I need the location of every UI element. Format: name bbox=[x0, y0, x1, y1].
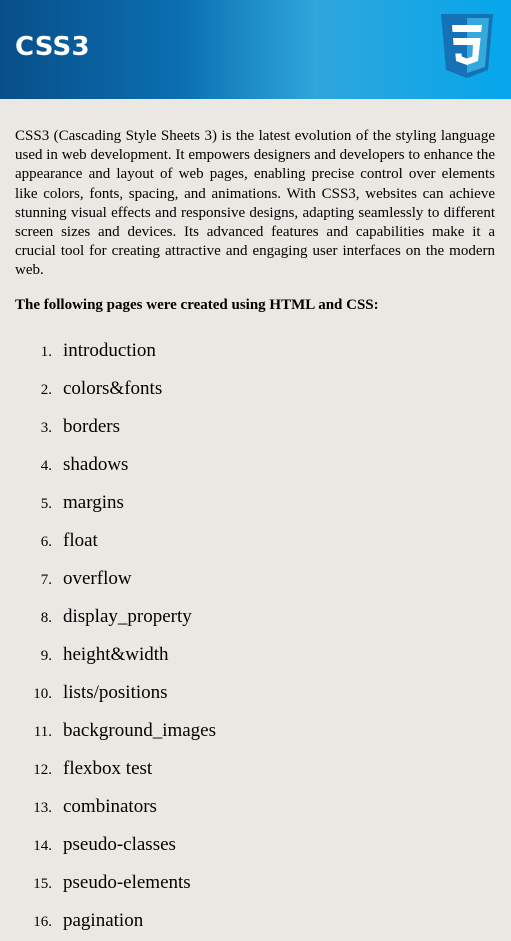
page-link[interactable]: pagination bbox=[63, 909, 144, 931]
list-item-number: 8. bbox=[40, 609, 52, 626]
page-link[interactable]: shadows bbox=[63, 453, 129, 475]
list-item: 9. height&width bbox=[15, 636, 495, 674]
list-item: 6. float bbox=[15, 522, 495, 560]
list-item: 7. overflow bbox=[15, 560, 495, 598]
list-item: 10. lists/positions bbox=[15, 674, 495, 712]
list-item: 11. background_images bbox=[15, 712, 495, 750]
list-item-number: 16. bbox=[33, 913, 52, 930]
list-item-number: 15. bbox=[33, 875, 52, 892]
main-content: CSS3 (Cascading Style Sheets 3) is the l… bbox=[15, 127, 495, 940]
page-header: CSS3 bbox=[0, 0, 511, 99]
list-item: 5. margins bbox=[15, 484, 495, 522]
list-item-number: 13. bbox=[33, 799, 52, 816]
page-link[interactable]: margins bbox=[63, 491, 124, 513]
list-item: 3. borders bbox=[15, 408, 495, 446]
list-item: 12. flexbox test bbox=[15, 750, 495, 788]
list-item-number: 2. bbox=[40, 381, 52, 398]
list-item-number: 12. bbox=[33, 761, 52, 778]
page-link[interactable]: lists/positions bbox=[63, 681, 168, 703]
list-item: 8. display_property bbox=[15, 598, 495, 636]
page-link[interactable]: flexbox test bbox=[63, 757, 153, 779]
page-link[interactable]: overflow bbox=[63, 567, 132, 589]
list-item: 4. shadows bbox=[15, 446, 495, 484]
list-item: 14. pseudo-classes bbox=[15, 826, 495, 864]
page-link[interactable]: display_property bbox=[63, 605, 192, 627]
page-link[interactable]: pseudo-elements bbox=[63, 871, 191, 893]
list-item-number: 6. bbox=[40, 533, 52, 550]
page-link[interactable]: background_images bbox=[63, 719, 217, 741]
list-item: 15. pseudo-elements bbox=[15, 864, 495, 902]
css3-shield-icon bbox=[441, 14, 493, 78]
list-item-number: 4. bbox=[40, 457, 52, 474]
pages-list: 1. introduction 2. colors&fonts 3. borders 4. s… bbox=[15, 332, 495, 940]
list-item-number: 1. bbox=[40, 343, 52, 360]
pages-heading: The following pages were created using H… bbox=[15, 296, 379, 313]
intro-paragraph: CSS3 (Cascading Style Sheets 3) is the l… bbox=[15, 128, 495, 279]
page-link[interactable]: float bbox=[63, 529, 98, 551]
list-item-number: 7. bbox=[40, 571, 52, 588]
page-link[interactable]: introduction bbox=[63, 339, 156, 361]
list-item-number: 5. bbox=[40, 495, 52, 512]
page-link[interactable]: height&width bbox=[63, 643, 169, 665]
list-item: 13. combinators bbox=[15, 788, 495, 826]
list-item: 2. colors&fonts bbox=[15, 370, 495, 408]
list-item-number: 14. bbox=[33, 837, 52, 854]
page-title: CSS3 bbox=[15, 32, 90, 62]
page-link[interactable]: combinators bbox=[63, 795, 157, 817]
page-link[interactable]: colors&fonts bbox=[63, 377, 163, 399]
list-item-number: 3. bbox=[40, 419, 52, 436]
page-link[interactable]: borders bbox=[63, 415, 120, 437]
list-item: 16. pagination bbox=[15, 902, 495, 940]
list-item: 1. introduction bbox=[15, 332, 495, 370]
page-link[interactable]: pseudo-classes bbox=[63, 833, 176, 855]
list-item-number: 9. bbox=[40, 647, 52, 664]
list-item-number: 11. bbox=[33, 723, 52, 740]
list-item-number: 10. bbox=[33, 685, 52, 702]
